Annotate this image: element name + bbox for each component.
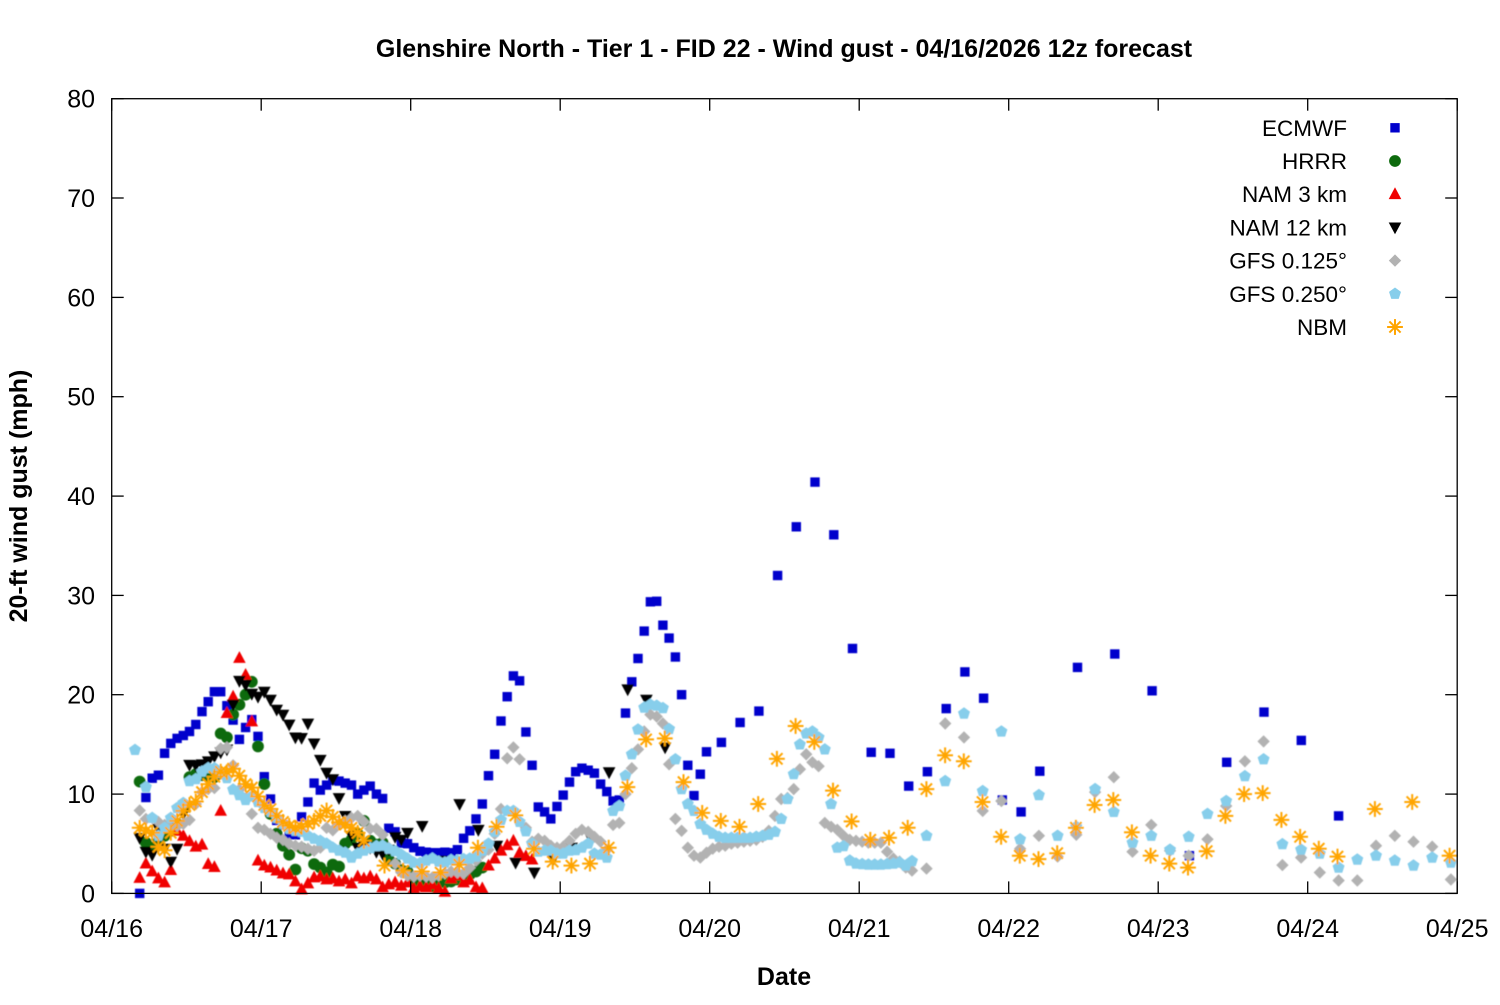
svg-text:60: 60 (67, 284, 95, 312)
svg-text:NBM: NBM (1297, 315, 1347, 340)
svg-text:GFS 0.125°: GFS 0.125° (1229, 249, 1347, 274)
svg-text:04/22: 04/22 (977, 915, 1040, 943)
svg-text:NAM 12 km: NAM 12 km (1229, 215, 1347, 240)
svg-text:04/16: 04/16 (80, 915, 143, 943)
svg-text:NAM 3 km: NAM 3 km (1242, 182, 1347, 207)
svg-text:10: 10 (67, 781, 95, 809)
svg-text:GFS 0.250°: GFS 0.250° (1229, 282, 1347, 307)
svg-text:80: 80 (67, 86, 95, 114)
svg-text:04/17: 04/17 (230, 915, 293, 943)
svg-text:40: 40 (67, 483, 95, 511)
svg-text:ECMWF: ECMWF (1262, 116, 1347, 141)
svg-text:20-ft wind gust (mph): 20-ft wind gust (mph) (5, 370, 33, 623)
svg-text:04/21: 04/21 (828, 915, 891, 943)
svg-text:0: 0 (81, 880, 95, 908)
svg-text:Glenshire North - Tier 1 - FID: Glenshire North - Tier 1 - FID 22 - Wind… (376, 35, 1193, 63)
svg-text:50: 50 (67, 384, 95, 412)
svg-text:70: 70 (67, 185, 95, 213)
svg-text:Date: Date (757, 963, 811, 991)
svg-text:20: 20 (67, 682, 95, 710)
svg-text:04/24: 04/24 (1276, 915, 1339, 943)
svg-text:04/18: 04/18 (379, 915, 442, 943)
svg-text:HRRR: HRRR (1282, 149, 1347, 174)
svg-text:04/20: 04/20 (678, 915, 741, 943)
svg-text:04/25: 04/25 (1426, 915, 1489, 943)
svg-text:04/19: 04/19 (529, 915, 592, 943)
svg-text:30: 30 (67, 582, 95, 610)
svg-text:04/23: 04/23 (1127, 915, 1190, 943)
